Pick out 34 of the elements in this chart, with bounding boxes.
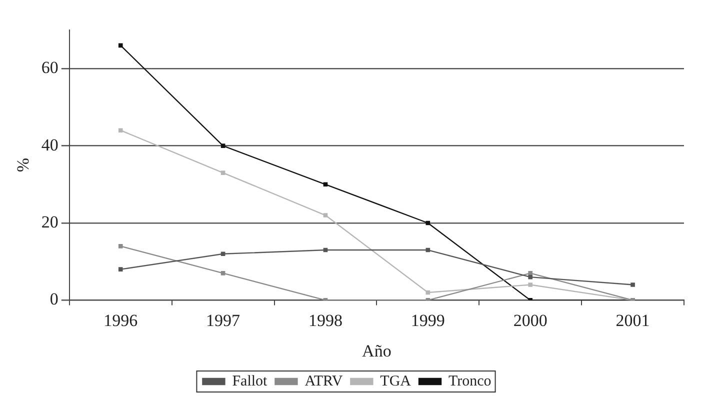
point [528, 271, 533, 276]
point [528, 274, 533, 280]
point [118, 267, 123, 272]
point [118, 128, 123, 133]
y-tick-label: 60 [41, 58, 58, 78]
y-tick-label: 40 [41, 135, 58, 154]
point [528, 282, 533, 287]
point [426, 290, 430, 295]
x-axis-title: Año [362, 341, 392, 360]
x-tick-label: 2000 [513, 310, 548, 330]
x-tick-label: 2001 [616, 310, 650, 330]
point [426, 248, 430, 252]
y-tick-label: 0 [50, 290, 58, 309]
point [220, 144, 226, 148]
point [323, 248, 328, 252]
point [220, 170, 226, 175]
x-tick-label: 1997 [206, 310, 241, 330]
point [426, 220, 430, 226]
point [118, 244, 123, 248]
point [118, 43, 123, 48]
point [220, 252, 226, 256]
legend-label: ATRV [304, 373, 343, 390]
point [323, 213, 328, 218]
legend-label: Tronco [448, 373, 492, 390]
point [220, 271, 226, 276]
legend-label: TGA [380, 373, 412, 390]
point [323, 182, 328, 187]
point [630, 282, 635, 287]
legend-label: Fallot [232, 373, 268, 390]
y-tick-label: 20 [41, 212, 58, 232]
x-tick-label: 1998 [308, 310, 342, 330]
x-tick-label: 1999 [410, 310, 445, 330]
x-tick-label: 1996 [104, 310, 138, 330]
y-axis-title: % [14, 158, 33, 172]
